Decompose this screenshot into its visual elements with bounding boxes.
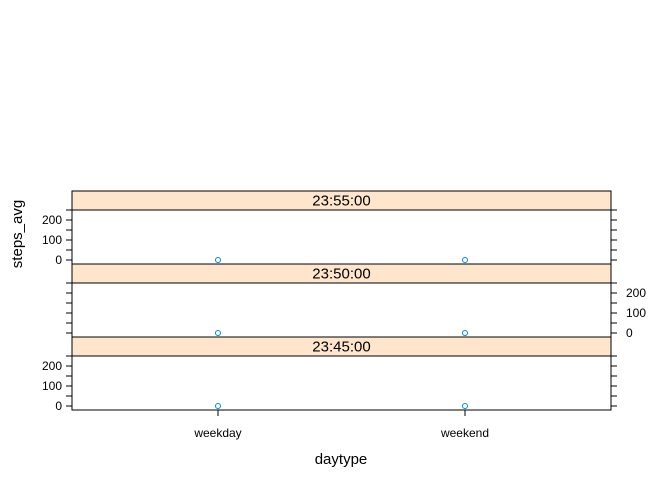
panel-strip-label: 23:55:00 xyxy=(312,193,370,210)
data-point xyxy=(462,403,468,409)
x-tick-label: weekend xyxy=(440,426,489,440)
y-tick-label: 0 xyxy=(55,399,62,413)
panel-frame xyxy=(71,209,612,265)
y-tick-label: 100 xyxy=(626,306,646,320)
data-point xyxy=(215,403,221,409)
y-tick-label: 100 xyxy=(42,233,62,247)
y-tick-label: 100 xyxy=(42,379,62,393)
y-tick-label: 200 xyxy=(42,213,62,227)
data-point xyxy=(215,330,221,336)
panels: 23:55:00 0 100 200 23:50:00 0 100 200 23:45:00 0 1… xyxy=(42,190,646,440)
y-axis-title: steps_avg xyxy=(9,200,26,268)
panel-frame xyxy=(71,282,612,338)
y-tick-label: 200 xyxy=(626,286,646,300)
x-axis-title: daytype xyxy=(315,451,368,468)
panel-strip-label: 23:50:00 xyxy=(312,266,370,283)
y-tick-label: 0 xyxy=(55,253,62,267)
data-point xyxy=(462,257,468,263)
panel-frame xyxy=(71,355,612,411)
y-tick-label: 200 xyxy=(42,359,62,373)
panel-strip-label: 23:45:00 xyxy=(312,339,370,356)
data-point xyxy=(462,330,468,336)
x-tick-label: weekday xyxy=(193,426,241,440)
data-point xyxy=(215,257,221,263)
y-tick-label: 0 xyxy=(626,326,633,340)
